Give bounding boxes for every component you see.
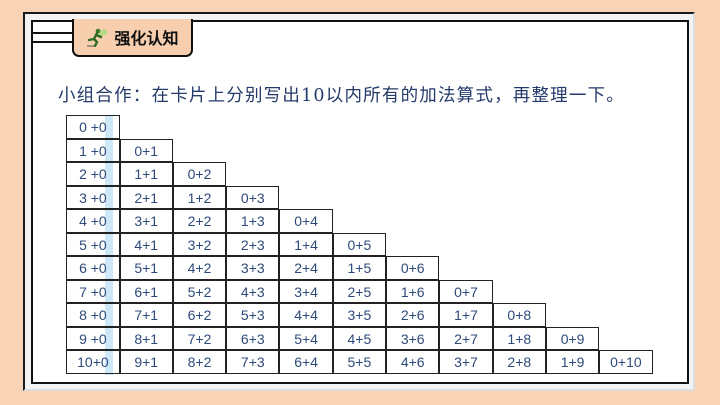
table-cell: 7+3 — [226, 350, 280, 374]
table-cell: 2+5 — [332, 279, 387, 304]
table-cell: 2+6 — [386, 303, 440, 327]
table-cell: 0+1 — [119, 138, 173, 163]
table-cell: 1+9 — [545, 350, 600, 374]
table-cell: 2+3 — [226, 232, 280, 257]
table-cell: 6+1 — [119, 279, 173, 304]
table-cell: 1+2 — [172, 185, 227, 210]
table-cell: 7 +0 — [66, 279, 120, 304]
table-cell: 3+6 — [386, 326, 440, 351]
table-cell: 1+1 — [119, 162, 173, 186]
table-cell: 4+5 — [332, 326, 387, 351]
table-cell: 2+8 — [492, 350, 546, 374]
table-cell: 5+3 — [226, 303, 280, 327]
table-cell: 2+2 — [172, 209, 227, 233]
table-cell: 3+4 — [279, 279, 333, 304]
table-cell: 5+1 — [119, 256, 173, 280]
section-title: 强化认知 — [114, 29, 179, 48]
table-cell: 0+4 — [279, 209, 333, 233]
table-cell: 5+4 — [279, 326, 333, 351]
table-cell: 3+5 — [332, 303, 387, 327]
table-cell: 2+7 — [439, 326, 493, 351]
table-cell: 8+1 — [119, 326, 173, 351]
table-cell: 3+7 — [439, 350, 493, 374]
table-cell: 1+4 — [279, 232, 333, 257]
table-cell: 1 +0 — [66, 138, 120, 163]
table-cell: 3+3 — [226, 256, 280, 280]
table-cell: 0+9 — [545, 326, 600, 351]
table-cell: 1+6 — [386, 279, 440, 304]
table-cell: 5+5 — [332, 350, 387, 374]
table-cell: 1+8 — [492, 326, 546, 351]
table-cell: 0+5 — [332, 232, 387, 257]
table-cell: 4+2 — [172, 256, 227, 280]
table-cell: 6+2 — [172, 303, 227, 327]
table-cell: 2+1 — [119, 185, 173, 210]
table-cell: 0+8 — [492, 303, 546, 327]
table-cell: 4+6 — [386, 350, 440, 374]
table-cell: 0+7 — [439, 279, 493, 304]
table-cell: 6 +0 — [66, 256, 120, 280]
table-cell: 8+2 — [172, 350, 227, 374]
table-cell: 4+4 — [279, 303, 333, 327]
table-cell: 2 +0 — [66, 162, 120, 186]
content-panel — [31, 20, 689, 384]
decor-line — [31, 41, 73, 43]
table-cell: 5 +0 — [66, 232, 120, 257]
running-man-icon — [87, 28, 109, 47]
table-cell: 10+0 — [66, 350, 120, 374]
table-cell: 0+3 — [226, 185, 280, 210]
table-cell: 1+5 — [332, 256, 387, 280]
table-cell: 4+3 — [226, 279, 280, 304]
table-cell: 7+2 — [172, 326, 227, 351]
table-cell: 5+2 — [172, 279, 227, 304]
table-cell: 4 +0 — [66, 209, 120, 233]
column-highlight — [105, 116, 113, 375]
table-cell: 0 +0 — [66, 115, 120, 139]
table-cell: 0+6 — [386, 256, 440, 280]
table-cell: 4+1 — [119, 232, 173, 257]
decor-line — [31, 32, 73, 34]
table-cell: 3 +0 — [66, 185, 120, 210]
table-cell: 3+1 — [119, 209, 173, 233]
section-tab: 强化认知 — [72, 19, 193, 57]
table-cell: 9+1 — [119, 350, 173, 374]
table-cell: 7+1 — [119, 303, 173, 327]
table-cell: 3+2 — [172, 232, 227, 257]
table-cell: 1+3 — [226, 209, 280, 233]
table-cell: 6+3 — [226, 326, 280, 351]
table-cell: 8 +0 — [66, 303, 120, 327]
table-cell: 6+4 — [279, 350, 333, 374]
table-cell: 9 +0 — [66, 326, 120, 351]
table-cell: 0+2 — [172, 162, 227, 186]
instruction-text: 小组合作：在卡片上分别写出10以内所有的加法算式，再整理一下。 — [58, 86, 625, 106]
table-cell: 2+4 — [279, 256, 333, 280]
table-cell: 1+7 — [439, 303, 493, 327]
table-cell: 0+10 — [599, 350, 653, 374]
